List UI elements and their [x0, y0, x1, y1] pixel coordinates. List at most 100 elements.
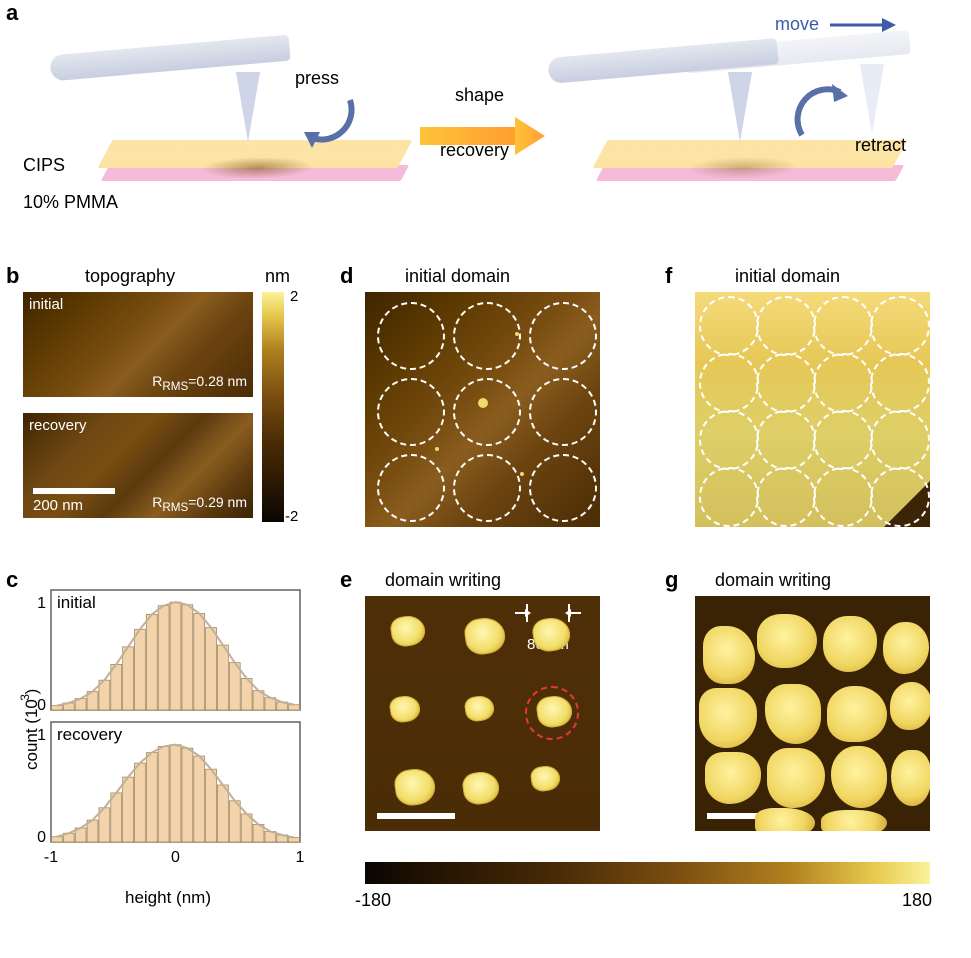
panel-g-image [695, 596, 930, 831]
scalebar-e [377, 813, 455, 819]
vbar-max: 2 [290, 288, 298, 305]
panel-letter-c: c [6, 567, 18, 593]
panel-b-unit: nm [265, 266, 290, 287]
panel-c-ylabel: count (10 )3 [22, 682, 42, 770]
domain-blob [389, 614, 427, 648]
panel-d-title: initial domain [405, 266, 510, 287]
dashed-circle [870, 296, 930, 356]
dashed-circle [813, 467, 873, 527]
dashed-circle [699, 353, 759, 413]
dashed-circle [529, 454, 597, 522]
vbar-min: -2 [285, 508, 298, 525]
panel-c-svg: initialrecovery1100-101 [48, 590, 303, 870]
domain-patch [890, 682, 930, 730]
panel-letter-f: f [665, 263, 672, 289]
svg-text:1: 1 [296, 849, 305, 866]
dashed-circle [453, 454, 521, 522]
domain-patch [757, 614, 817, 668]
topography-initial: initial RRMS=0.28 nm [23, 292, 253, 397]
dashed-circle [699, 296, 759, 356]
scalebar-200nm [33, 488, 115, 494]
press-label: press [295, 68, 339, 89]
afm-tip-left [236, 72, 260, 142]
highlight-circle [525, 686, 579, 740]
topo-initial-label: initial [29, 296, 63, 313]
dashed-circle [699, 410, 759, 470]
panel-e-title: domain writing [385, 570, 501, 591]
afm-tip-ghost [860, 64, 884, 134]
vertical-colorbar [262, 292, 284, 522]
svg-text:initial: initial [57, 593, 96, 612]
panel-f-image [695, 292, 930, 527]
dashed-circle [756, 410, 816, 470]
domain-blob [388, 694, 421, 724]
panel-e-image: 80 nm [365, 596, 600, 831]
dashed-circle [813, 296, 873, 356]
dashed-circle [453, 378, 521, 446]
panel-letter-b: b [6, 263, 19, 289]
domain-blob [393, 766, 438, 807]
domain-blob [463, 694, 495, 722]
shape-label: shape [455, 85, 504, 106]
dashed-circle [756, 467, 816, 527]
rms-recovery: RRMS=0.29 nm [152, 494, 247, 514]
topography-recovery: recovery 200 nm RRMS=0.29 nm [23, 413, 253, 518]
panel-letter-g: g [665, 567, 678, 593]
panel-letter-a: a [6, 0, 18, 26]
svg-text:0: 0 [37, 829, 46, 846]
domain-patch [883, 622, 929, 674]
domain-patch [827, 686, 887, 742]
dashed-circle [870, 410, 930, 470]
pmma-label: 10% PMMA [23, 192, 118, 213]
domain-patch [765, 684, 821, 744]
domain-patch [821, 810, 887, 831]
domain-patch [823, 616, 877, 672]
dashed-circle [377, 302, 445, 370]
dashed-circle [529, 302, 597, 370]
press-arrow-icon [300, 90, 370, 160]
domain-patch [699, 688, 757, 748]
dashed-circle [756, 296, 816, 356]
domain-patch [755, 808, 815, 831]
retract-label: retract [855, 135, 906, 156]
hbar-max: 180 [902, 890, 932, 911]
panel-letter-d: d [340, 263, 353, 289]
dashed-circle [813, 410, 873, 470]
domain-blob [529, 764, 561, 793]
svg-text:1: 1 [37, 595, 46, 612]
domain-patch [767, 748, 825, 808]
figure-root: a press CIPS 10% PMMA shape recovery mov… [0, 0, 971, 958]
dashed-circle [377, 454, 445, 522]
dashed-circle [377, 378, 445, 446]
hbar-min: -180 [355, 890, 391, 911]
recovery-label: recovery [440, 140, 509, 161]
panel-c-xlabel: height (nm) [125, 888, 211, 908]
domain-patch [705, 752, 761, 804]
topo-recovery-label: recovery [29, 417, 87, 434]
move-arrow-icon [830, 14, 900, 36]
domain-patch [891, 750, 930, 806]
retract-arrow-icon [790, 80, 860, 150]
dashed-circle [813, 353, 873, 413]
panel-g-title: domain writing [715, 570, 831, 591]
panel-d-image [365, 292, 600, 527]
panel-b-title: topography [85, 266, 175, 287]
cips-label: CIPS [23, 155, 65, 176]
domain-patch [831, 746, 887, 808]
move-label: move [775, 14, 819, 35]
panel-f-title: initial domain [735, 266, 840, 287]
svg-text:0: 0 [171, 849, 180, 866]
domain-patch [703, 626, 755, 684]
domain-blob [463, 615, 507, 656]
panel-letter-e: e [340, 567, 352, 593]
dashed-circle [529, 378, 597, 446]
rms-initial: RRMS=0.28 nm [152, 373, 247, 393]
svg-text:-1: -1 [44, 849, 58, 866]
dashed-circle [756, 353, 816, 413]
domain-blob [461, 770, 501, 807]
scalebar-200nm-label: 200 nm [33, 497, 83, 514]
dashed-circle [699, 467, 759, 527]
dashed-circle [870, 353, 930, 413]
dashed-circle [870, 467, 930, 527]
dashed-circle [453, 302, 521, 370]
